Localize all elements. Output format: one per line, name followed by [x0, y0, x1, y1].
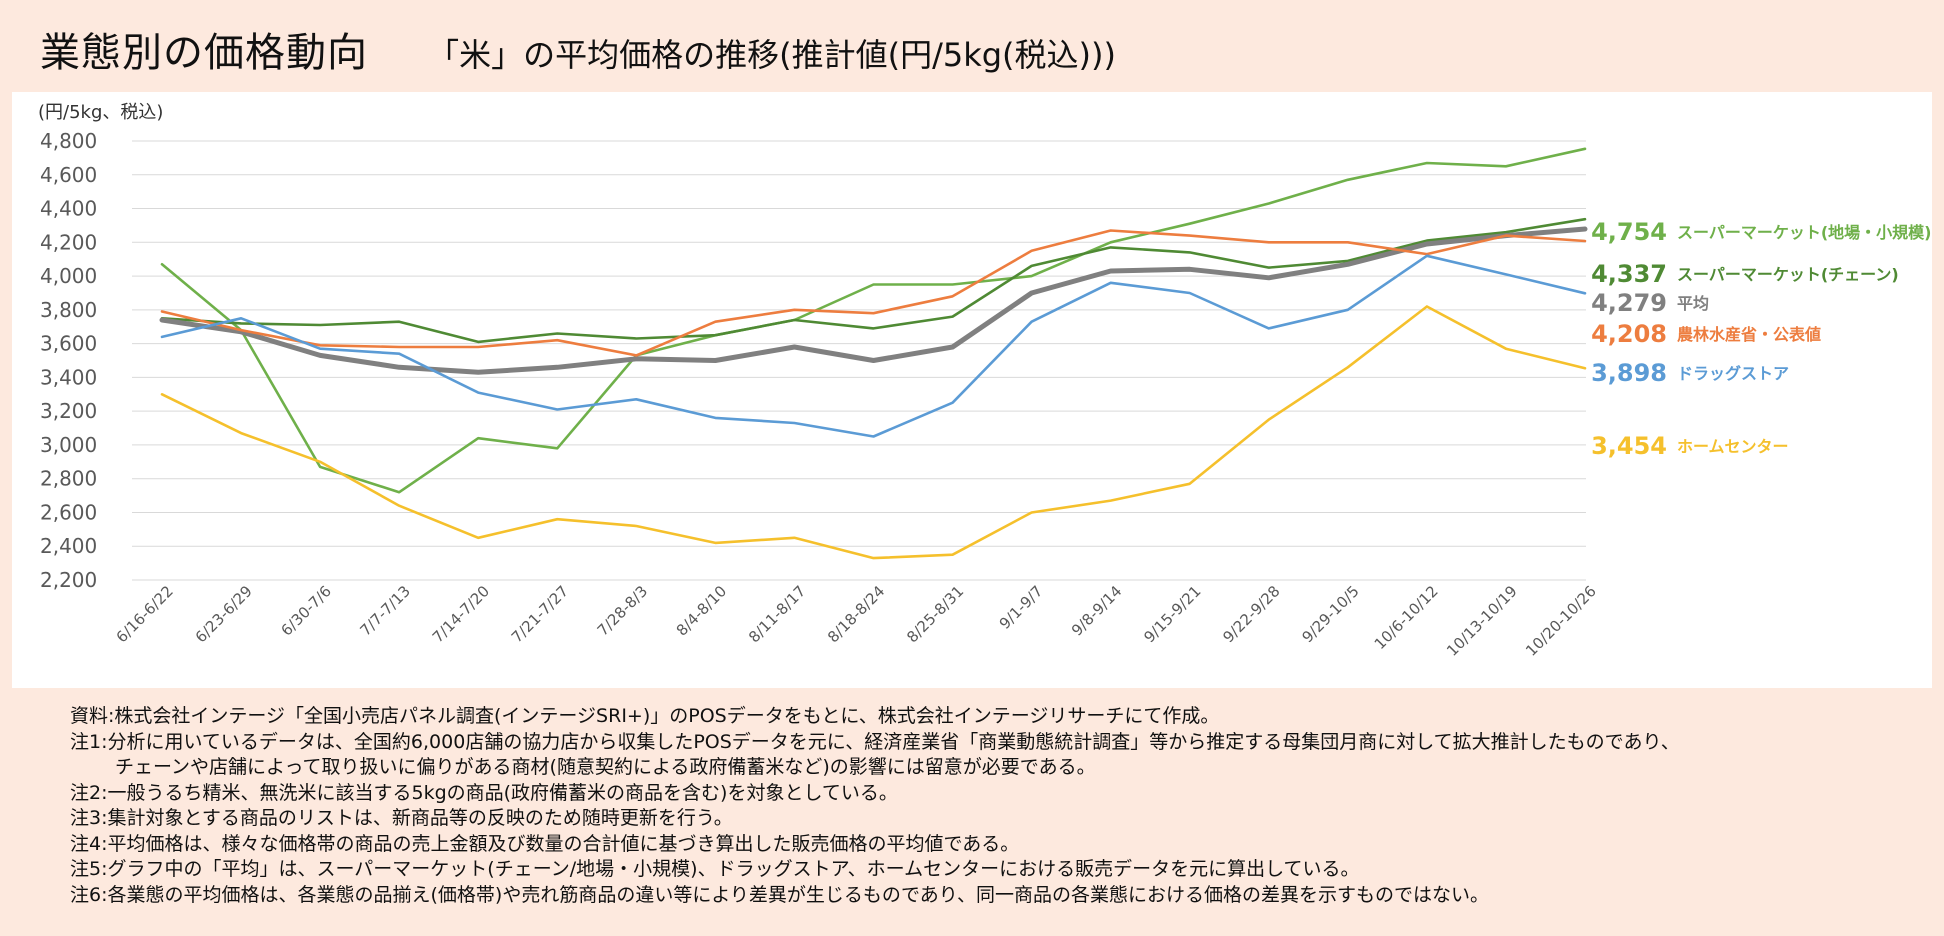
series-name-label: スーパーマーケット(地場・小規模) — [1677, 223, 1931, 242]
x-tick-label: 7/7-7/13 — [357, 582, 414, 639]
series-name-label: ホームセンター — [1677, 437, 1789, 456]
y-tick-label: 2,600 — [40, 500, 97, 524]
x-tick-label: 9/8-9/14 — [1068, 582, 1125, 639]
footnote: 注5:グラフ中の「平均」は、スーパーマーケット(チェーン/地場・小規模)、ドラッ… — [70, 858, 1360, 880]
footnote: 注6:各業態の平均価格は、各業態の品揃え(価格帯)や売れ筋商品の違い等により差異… — [70, 883, 1489, 906]
y-tick-label: 3,400 — [40, 365, 97, 389]
page-title: 業態別の価格動向 — [40, 30, 368, 76]
series-line — [160, 229, 1587, 357]
source-note: 資料:株式会社インテージ「全国小売店パネル調査(インテージSRI+)」のPOSデ… — [70, 705, 1220, 727]
x-tick-label: 8/25-8/31 — [903, 582, 967, 646]
x-tick-label: 8/4-8/10 — [673, 582, 730, 639]
series-end-value: 3,454 — [1591, 432, 1667, 460]
series-line — [159, 226, 1588, 375]
series-end-value: 4,279 — [1591, 289, 1667, 317]
x-tick-label: 9/29-10/5 — [1298, 582, 1362, 646]
x-tick-label: 6/30-7/6 — [277, 582, 334, 639]
x-tick-label: 7/21-7/27 — [508, 582, 572, 646]
x-tick-label: 8/18-8/24 — [824, 582, 888, 646]
x-tick-label: 7/28-8/3 — [594, 582, 651, 639]
x-tick-label: 6/23-6/29 — [192, 582, 256, 646]
y-tick-label: 3,800 — [40, 298, 97, 322]
footnote: 注2:一般うるち精米、無洗米に該当する5kgの商品(政府備蓄米の商品を含む)を対… — [70, 781, 898, 804]
y-tick-label: 3,600 — [40, 332, 97, 356]
chart-panel: (円/5kg、税込) 4,800 4,600 4,400 4,200 4,000 3,800… — [12, 92, 1932, 688]
notes-section: 資料:株式会社インテージ「全国小売店パネル調査(インテージSRI+)」のPOSデ… — [70, 704, 1920, 908]
y-tick-label: 4,600 — [40, 163, 97, 187]
x-tick-label: 10/6-10/12 — [1371, 582, 1442, 653]
footnote-continuation: チェーンや店舗によって取り扱いに偏りがある商材(随意契約による政府備蓄米など)の… — [115, 756, 1096, 778]
series-line — [160, 305, 1587, 560]
series-name-label: スーパーマーケット(チェーン) — [1677, 265, 1899, 284]
series-end-value: 4,337 — [1591, 260, 1667, 288]
y-tick-label: 4,800 — [40, 129, 97, 153]
x-tick-label: 8/11-8/17 — [745, 582, 809, 646]
y-tick-label: 2,400 — [40, 534, 97, 558]
line-chart: (円/5kg、税込) 4,800 4,600 4,400 4,200 4,000 3,800… — [38, 102, 1931, 660]
series-end-value: 3,898 — [1591, 359, 1667, 387]
series-end-value: 4,754 — [1591, 218, 1667, 246]
y-tick-label: 2,800 — [40, 467, 97, 491]
y-tick-label: 4,400 — [40, 197, 97, 221]
series-end-value: 4,208 — [1591, 320, 1667, 348]
footnote: 注4:平均価格は、様々な価格帯の商品の売上金額及び数量の合計値に基づき算出した販… — [70, 832, 1020, 855]
series-name-label: ドラッグストア — [1677, 364, 1789, 383]
series-name-label: 農林水産省・公表値 — [1677, 325, 1821, 344]
y-tick-label: 4,200 — [40, 230, 97, 254]
series-name-label: 平均 — [1677, 294, 1709, 313]
series-line — [160, 147, 1587, 494]
y-tick-label: 2,200 — [40, 568, 97, 592]
y-tick-label: 3,200 — [40, 399, 97, 423]
x-tick-label: 9/15-9/21 — [1140, 582, 1204, 646]
footnote: 注3:集計対象とする商品のリストは、新商品等の反映のため随時更新を行う。 — [70, 807, 733, 829]
x-tick-label: 10/20-10/26 — [1522, 582, 1600, 660]
y-tick-label: 3,000 — [40, 433, 97, 457]
series-line — [160, 254, 1587, 438]
chart-subtitle: 「米」の平均価格の推移(推計値(円/5kg(税込))) — [427, 36, 1116, 74]
y-axis-label: (円/5kg、税込) — [38, 102, 163, 123]
x-tick-label: 9/1-9/7 — [996, 582, 1047, 633]
series-line — [160, 217, 1587, 344]
x-tick-label: 9/22-9/28 — [1219, 582, 1283, 646]
x-tick-label: 6/16-6/22 — [113, 582, 177, 646]
x-tick-label: 7/14-7/20 — [429, 582, 493, 646]
x-tick-label: 10/13-10/19 — [1443, 582, 1521, 660]
footnote: 注1:分析に用いているデータは、全国約6,000店舗の協力店から収集したPOSデ… — [70, 730, 1680, 753]
y-tick-label: 4,000 — [40, 264, 97, 288]
title-row: 業態別の価格動向 「米」の平均価格の推移(推計値(円/5kg(税込))) — [40, 20, 1116, 80]
